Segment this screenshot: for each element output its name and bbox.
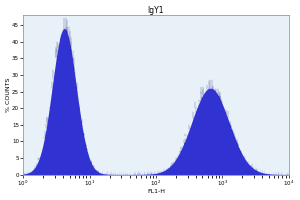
Y-axis label: % COUNTS: % COUNTS bbox=[6, 78, 10, 112]
X-axis label: FL1-H: FL1-H bbox=[147, 189, 165, 194]
Title: IgY1: IgY1 bbox=[148, 6, 164, 15]
